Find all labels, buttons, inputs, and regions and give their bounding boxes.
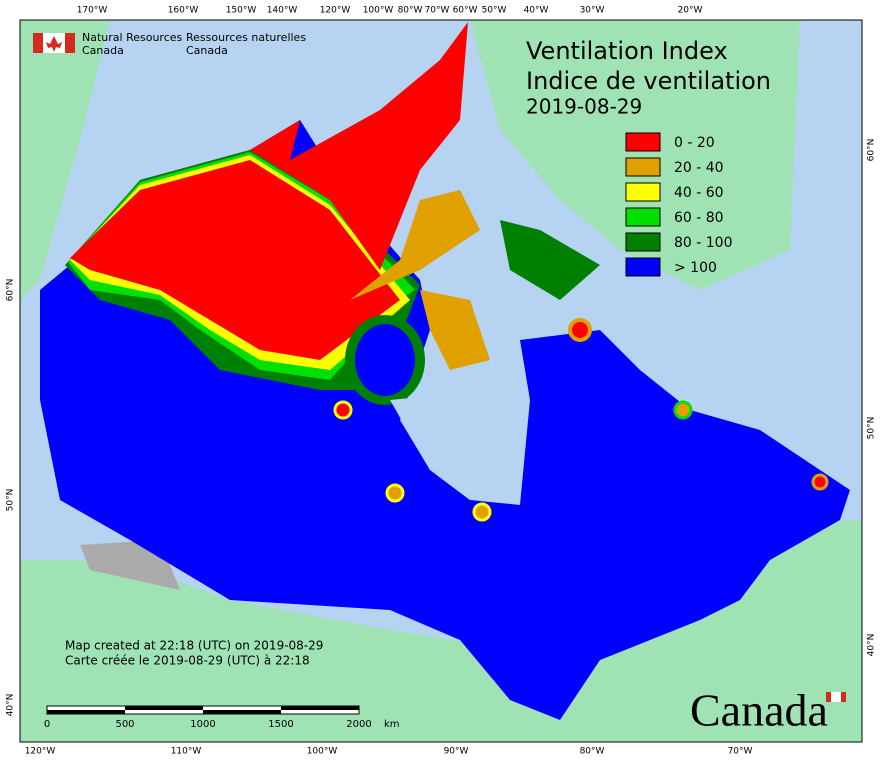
title: Ventilation Index — [526, 37, 728, 65]
note: Map created at 22:18 (UTC) on 2019-08-29 — [65, 639, 323, 653]
maple-leaf — [46, 36, 62, 52]
agency-text: Natural Resources — [82, 31, 183, 44]
legend-label: 20 - 40 — [674, 160, 724, 176]
title: Indice de ventilation — [526, 67, 771, 95]
graticule-label: 80°W — [398, 6, 423, 16]
agency-text: Ressources naturelles — [186, 31, 306, 44]
hotspot — [385, 483, 405, 503]
legend-swatch — [625, 232, 661, 252]
graticule-label: 120°W — [25, 747, 56, 757]
scale-bar-seg — [281, 706, 359, 710]
hotspot — [568, 318, 592, 342]
graticule-label: 20°W — [678, 6, 703, 16]
graticule-label: 100°W — [307, 747, 338, 757]
land-west — [20, 20, 110, 300]
usa — [20, 520, 862, 742]
graticule-label: 70°W — [728, 747, 753, 757]
arctic-islands — [250, 22, 468, 270]
flag-bar — [65, 33, 75, 53]
greenland — [470, 20, 800, 290]
hudson-bay — [355, 324, 415, 396]
legend-swatch — [625, 207, 661, 227]
legend-swatch — [625, 132, 661, 152]
hotspot — [333, 400, 353, 420]
note: Carte créée le 2019-08-29 (UTC) à 22:18 — [65, 654, 310, 668]
legend-label: 60 - 80 — [674, 210, 724, 226]
region-0-20 — [70, 160, 400, 360]
graticule-label: 80°W — [580, 747, 605, 757]
legend-label: > 100 — [674, 260, 717, 276]
wordmark: Canada — [690, 685, 828, 736]
graticule-label: 40°N — [867, 634, 877, 657]
graticule-label: 40°W — [524, 6, 549, 16]
hotspot — [811, 473, 829, 491]
region-20-40 — [350, 190, 480, 300]
graticule-label: 100°W — [363, 6, 394, 16]
james-bay — [390, 395, 520, 500]
graticule-label: 90°W — [444, 747, 469, 757]
graticule-label: 50°W — [482, 6, 507, 16]
region-20-40-b — [420, 290, 490, 370]
legend-label: 80 - 100 — [674, 235, 733, 251]
legend-label: 40 - 60 — [674, 185, 724, 201]
graticule-label: 50°N — [6, 489, 16, 512]
agency-text: Canada — [82, 44, 124, 57]
graticule-label: 60°N — [6, 279, 16, 302]
date: 2019-08-29 — [526, 95, 642, 119]
scale-tick-label: 1000 — [190, 719, 215, 730]
graticule-label: 120°W — [320, 6, 351, 16]
graticule-label: 40°N — [6, 694, 16, 717]
hotspot — [673, 400, 693, 420]
graticule-label: 160°W — [168, 6, 199, 16]
agency-text: Canada — [186, 44, 228, 57]
scale-tick-label: 2000 — [346, 719, 371, 730]
legend-swatch — [625, 157, 661, 177]
graticule-label: 60°W — [453, 6, 478, 16]
wordmark-flag — [831, 692, 841, 702]
graticule-label: 170°W — [77, 6, 108, 16]
graticule-label: 110°W — [171, 747, 202, 757]
graticule-label: 150°W — [226, 6, 257, 16]
scale-tick-label: 500 — [115, 719, 134, 730]
flag-bar — [33, 33, 43, 53]
frame — [19, 19, 863, 743]
scale-tick-label: 1500 — [268, 719, 293, 730]
legend-swatch — [625, 257, 661, 277]
scale-bar-seg — [125, 706, 203, 710]
baffin-south — [500, 220, 600, 300]
hotspot — [472, 502, 492, 522]
legend-label: 0 - 20 — [674, 135, 715, 151]
scale-bar-seg — [47, 710, 125, 714]
graticule-label: 70°W — [425, 6, 450, 16]
legend-swatch — [625, 182, 661, 202]
graticule-label: 140°W — [267, 6, 298, 16]
scale-bar-seg — [203, 710, 281, 714]
graticule-label: 30°W — [580, 6, 605, 16]
scale-tick-label: 0 — [44, 719, 50, 730]
graticule-label: 60°N — [867, 139, 877, 162]
scale-unit: km — [384, 719, 400, 730]
graticule-label: 50°N — [867, 417, 877, 440]
